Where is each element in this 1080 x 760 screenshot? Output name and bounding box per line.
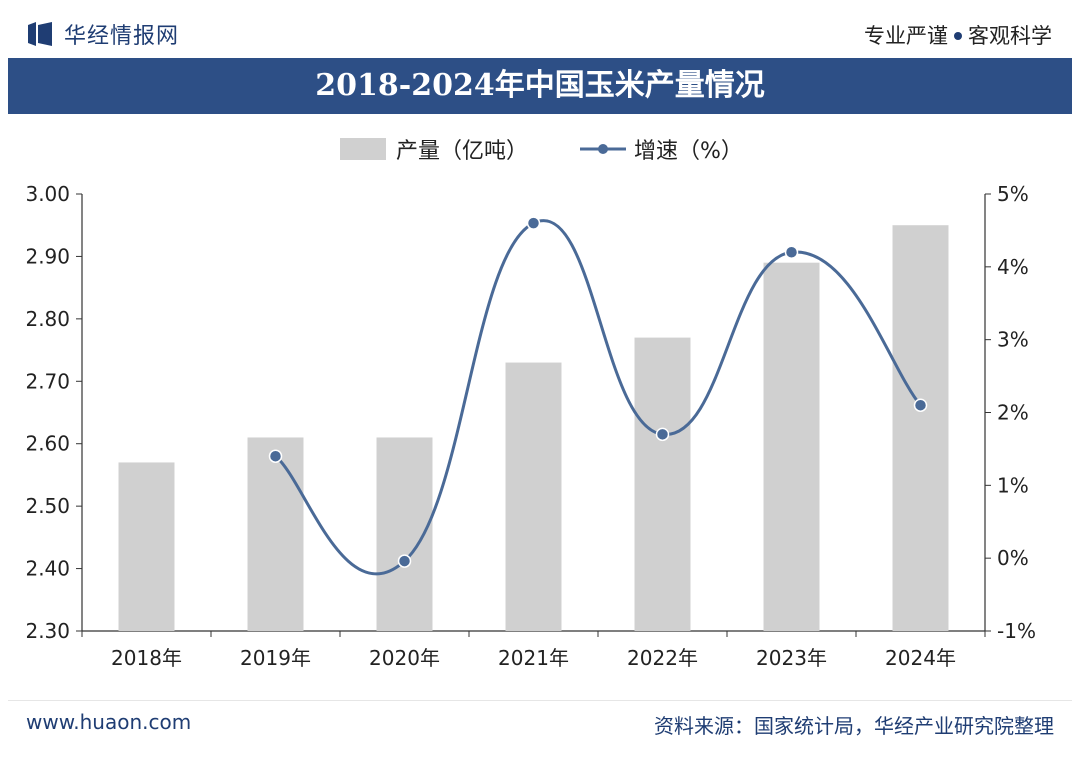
legend: 产量（亿吨） 增速（%） xyxy=(340,138,743,164)
y-left-tick-label: 2.90 xyxy=(25,244,70,268)
x-tick-label: 2022年 xyxy=(627,646,698,670)
footer-divider xyxy=(8,700,1072,701)
bar-2021年 xyxy=(505,362,562,631)
y-right-tick-label: 5% xyxy=(997,182,1029,206)
legend-line-marker xyxy=(598,144,608,154)
tagline: 专业严谨 客观科学 xyxy=(864,20,1052,50)
growth-point xyxy=(784,245,799,260)
bar-2018年 xyxy=(118,462,175,631)
y-right-tick-label: 0% xyxy=(997,546,1029,570)
tagline-right: 客观科学 xyxy=(968,24,1052,48)
x-tick-label: 2023年 xyxy=(756,646,827,670)
growth-line-path xyxy=(274,219,922,576)
growth-point xyxy=(655,427,670,442)
x-tick-label: 2018年 xyxy=(111,646,182,670)
x-tick-label: 2019年 xyxy=(240,646,311,670)
top-bar: 华经情报网 专业严谨 客观科学 xyxy=(0,0,1080,58)
axes: 2.30 2.40 2.50 2.60 2.70 2.80 2.90 3.00 -1% 0% 1% 2… xyxy=(25,182,1035,643)
brand-logo-icon xyxy=(28,22,52,46)
legend-line-label: 增速（%） xyxy=(634,139,743,164)
tagline-dot-icon xyxy=(954,31,962,40)
growth-line xyxy=(268,216,928,576)
y-left-tick-label: 2.50 xyxy=(25,494,70,518)
y-right-tick-label: 1% xyxy=(997,473,1029,497)
y-left-tick-label: 2.40 xyxy=(25,557,70,581)
chart-title: 2018-2024年中国玉米产量情况 xyxy=(8,58,1072,114)
bar-2024年 xyxy=(892,225,949,631)
growth-point xyxy=(268,449,283,463)
y-left-tick-label: 2.80 xyxy=(25,307,70,331)
y-right-tick-label: 4% xyxy=(997,255,1029,279)
growth-point xyxy=(526,216,541,230)
y-right-tick-label: 2% xyxy=(997,401,1029,425)
brand: 华经情报网 xyxy=(26,18,179,50)
footer-source: 资料来源：国家统计局，华经产业研究院整理 xyxy=(654,714,1054,738)
legend-bar-swatch xyxy=(340,138,386,160)
bar-2023年 xyxy=(763,262,820,631)
x-tick-label: 2021年 xyxy=(498,646,569,670)
chart: 产量（亿吨） 增速（%） 2.30 2.40 2.50 2.60 2.70 2.80 2.90… xyxy=(25,138,1036,670)
bar-2019年 xyxy=(247,437,304,631)
y-right-tick-label: 3% xyxy=(997,328,1029,352)
x-tick-label: 2024年 xyxy=(885,646,956,670)
x-axis-labels: 2018年 2019年 2020年 2021年 2022年 2023年 2024年 xyxy=(111,646,956,670)
footer-website: www.huaon.com xyxy=(26,710,192,734)
y-left-tick-label: 2.70 xyxy=(25,369,70,393)
y-left-tick-label: 3.00 xyxy=(25,182,70,206)
brand-name: 华经情报网 xyxy=(64,24,180,49)
y-right-tick-label: -1% xyxy=(997,619,1036,643)
growth-point xyxy=(397,554,412,568)
y-left-tick-label: 2.60 xyxy=(25,432,70,456)
tagline-left: 专业严谨 xyxy=(864,24,948,48)
y-left-tick-label: 2.30 xyxy=(25,619,70,643)
bar-2022年 xyxy=(634,337,691,631)
growth-point xyxy=(913,398,928,412)
bars xyxy=(118,225,949,631)
x-tick-label: 2020年 xyxy=(369,646,440,670)
legend-bar-label: 产量（亿吨） xyxy=(396,139,528,164)
